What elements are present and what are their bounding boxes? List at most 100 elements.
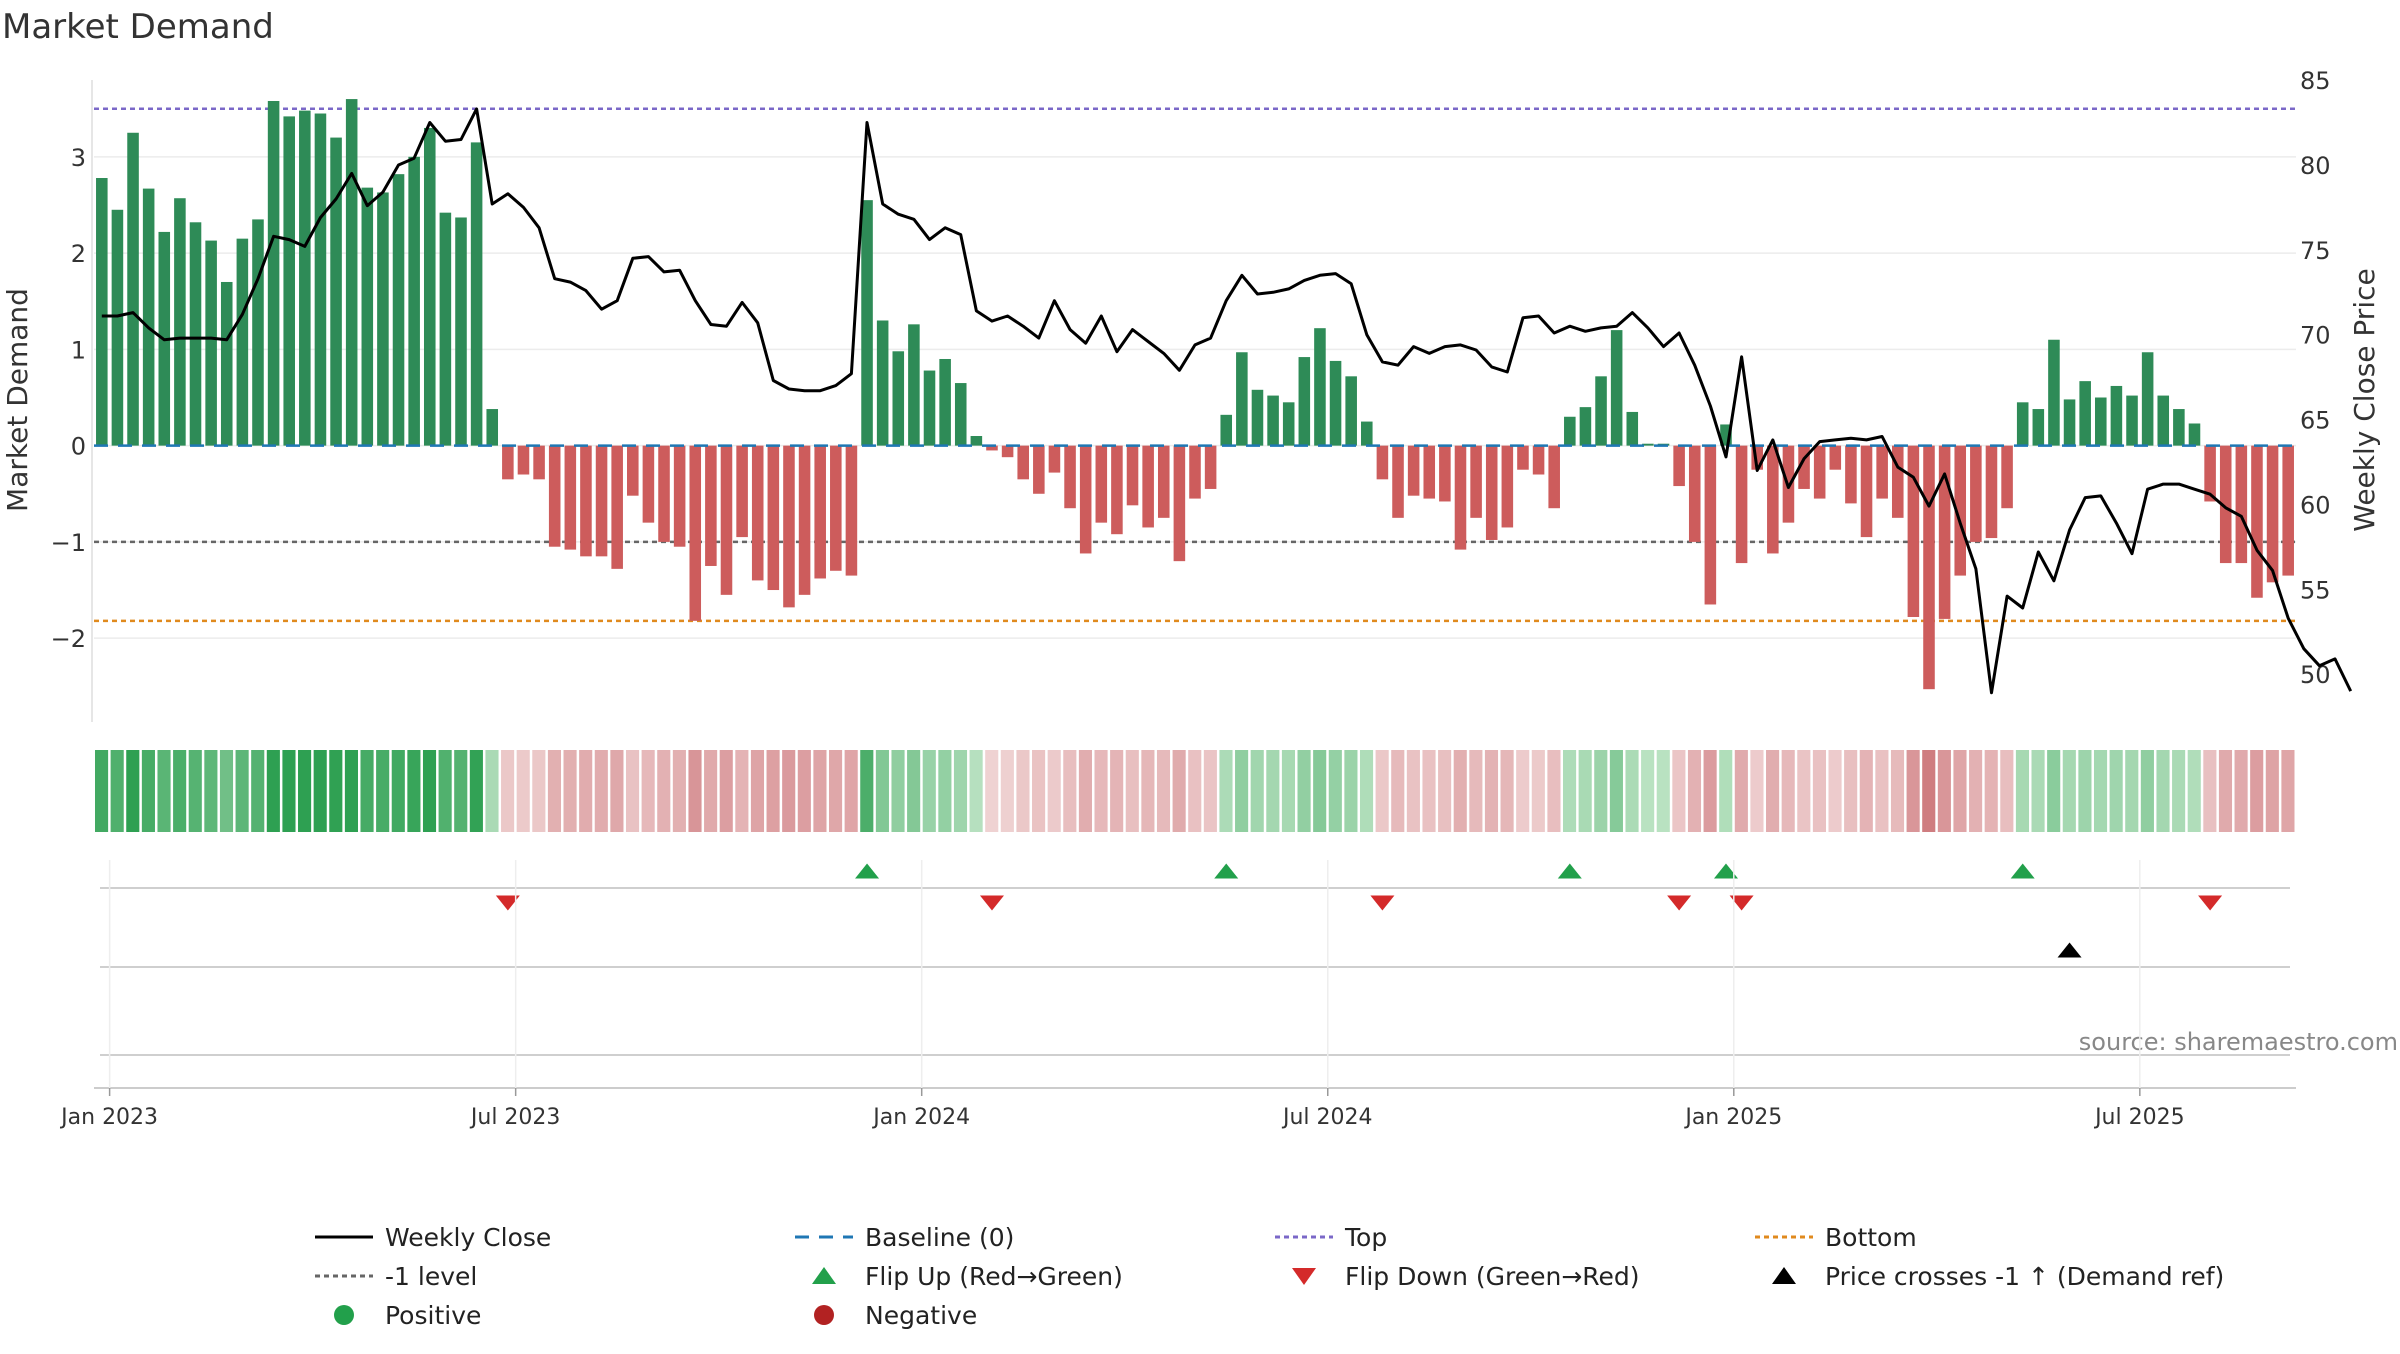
- demand-bar: [361, 187, 374, 446]
- strip-cell: [141, 750, 155, 832]
- demand-bar: [1142, 445, 1154, 528]
- legend-label: Negative: [865, 1301, 977, 1330]
- legend-circle-icon: [334, 1305, 354, 1325]
- demand-bar: [1033, 445, 1045, 494]
- demand-bar: [1626, 411, 1639, 446]
- strip-cell: [1734, 750, 1748, 832]
- flip-down-marker: [495, 895, 520, 911]
- strip-cell: [407, 750, 421, 832]
- x-axis: Jan 2023 Jul 2023 Jan 2024 Jul 2024 Jan 2025…: [59, 860, 2296, 1130]
- flip-down-marker: [1667, 895, 1692, 911]
- strip-cell: [251, 750, 265, 832]
- strip-cell: [563, 750, 577, 832]
- demand-bar: [283, 116, 295, 446]
- demand-bar: [1407, 445, 1420, 496]
- source-note: source: sharemaestro.com: [2079, 1028, 2398, 1056]
- strip-cell: [2281, 750, 2295, 832]
- legend-label: Weekly Close: [385, 1223, 551, 1252]
- demand-bar: [1454, 445, 1467, 550]
- demand-bar: [1548, 445, 1560, 509]
- strip-cell: [2109, 750, 2123, 832]
- strip-cell: [1625, 750, 1639, 832]
- demand-bar: [517, 445, 530, 475]
- strip-cell: [735, 750, 749, 832]
- demand-bar: [2235, 445, 2248, 564]
- flip-down-marker: [2198, 895, 2223, 911]
- strip-cell: [2125, 750, 2139, 832]
- price-cross-marker: [2057, 942, 2082, 958]
- strip-cell: [594, 750, 608, 832]
- right-tick-label: 80: [2300, 152, 2331, 180]
- strip-cell: [235, 750, 249, 832]
- demand-bar: [486, 409, 499, 446]
- demand-bar: [377, 192, 389, 446]
- demand-bar: [455, 217, 467, 446]
- demand-bar: [1517, 445, 1529, 470]
- demand-bar: [595, 445, 608, 557]
- legend-label: Flip Down (Green→Red): [1345, 1262, 1640, 1291]
- plot-area: 3 2 1 0 −1 −2 85 80 75 70 65 60 55 50: [51, 67, 2353, 722]
- weekly-close-line: [101, 107, 2353, 695]
- demand-bar: [783, 445, 795, 608]
- strip-cell: [1000, 750, 1014, 832]
- demand-bar: [970, 436, 983, 446]
- demand-bar: [1267, 395, 1279, 446]
- demand-bar: [252, 219, 264, 446]
- demand-bar: [954, 383, 967, 446]
- strip-cell: [1203, 750, 1217, 832]
- demand-bar: [1751, 445, 1763, 470]
- demand-bar: [1923, 445, 1935, 690]
- strip-cell: [922, 750, 936, 832]
- demand-bar: [1220, 414, 1233, 446]
- legend-item: Flip Up (Red→Green): [812, 1262, 1123, 1291]
- demand-bar: [1610, 330, 1623, 446]
- strip-cell: [1812, 750, 1826, 832]
- legend-triangle-icon: [812, 1267, 836, 1284]
- strip-cell: [782, 750, 796, 832]
- strip-cell: [1875, 750, 1889, 832]
- strip-cell: [438, 750, 452, 832]
- legend-item: Bottom: [1755, 1223, 1917, 1252]
- demand-bar: [2048, 339, 2060, 446]
- demand-bar: [1688, 445, 1701, 542]
- strip-cell: [610, 750, 624, 832]
- strip-cell: [1422, 750, 1436, 832]
- strip-cell: [1047, 750, 1061, 832]
- demand-bar: [205, 240, 217, 446]
- demand-bar: [96, 178, 108, 446]
- demand-bar: [830, 445, 842, 571]
- x-tick-label: Jul 2023: [469, 1105, 561, 1130]
- demand-bar: [1079, 445, 1092, 554]
- demand-bar: [1329, 360, 1342, 446]
- strip-cell: [953, 750, 968, 832]
- strip-cell: [298, 750, 312, 832]
- strip-cell: [1297, 750, 1311, 832]
- strip-cell: [1438, 750, 1452, 832]
- strip-cell: [1890, 750, 1905, 832]
- right-tick-label: 55: [2300, 576, 2331, 604]
- strip-cell: [1563, 750, 1577, 832]
- legend-label: Baseline (0): [865, 1223, 1014, 1252]
- demand-bar: [1829, 445, 1842, 470]
- strip-cell: [1453, 750, 1467, 832]
- strip-cell: [579, 750, 593, 832]
- demand-bar: [236, 238, 249, 446]
- demand-bar: [1985, 445, 1998, 539]
- demand-bar: [2126, 395, 2138, 446]
- legend-item: Negative: [814, 1301, 977, 1330]
- strip-cell: [641, 750, 655, 832]
- strip-cell: [1375, 750, 1389, 832]
- demand-bar: [1392, 445, 1404, 518]
- flip-up-marker: [1713, 863, 1738, 879]
- strip-cell: [2187, 750, 2201, 832]
- demand-bar: [439, 212, 452, 446]
- demand-bar: [1767, 445, 1779, 554]
- strip-cell: [1110, 750, 1124, 832]
- demand-bar: [2282, 445, 2294, 576]
- strip-cell: [1359, 750, 1374, 832]
- strip-cell: [2140, 750, 2154, 832]
- demand-bar: [1860, 445, 1873, 538]
- right-tick-label: 70: [2300, 322, 2331, 350]
- demand-bar: [1673, 445, 1685, 487]
- strip-cell: [1781, 750, 1795, 832]
